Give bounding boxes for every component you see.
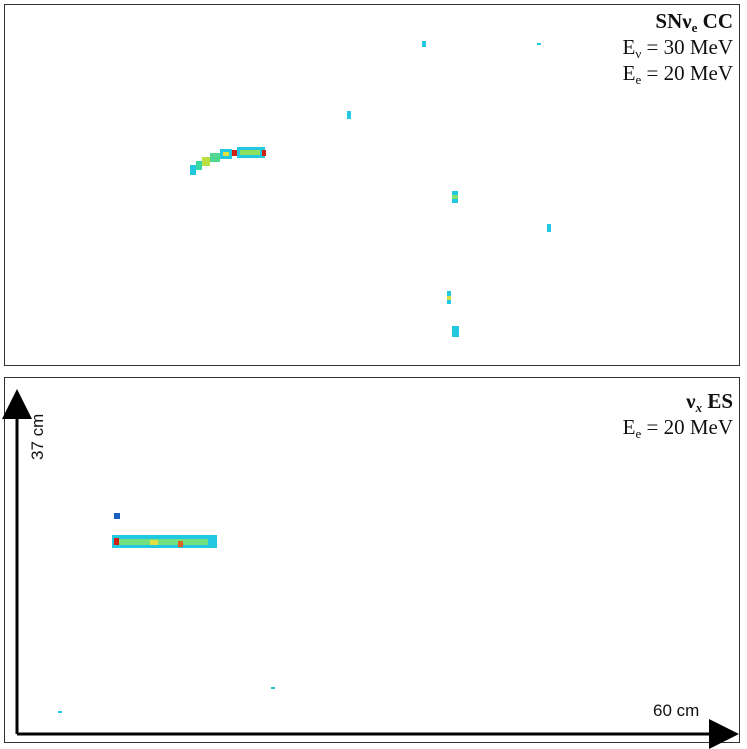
label-text: E bbox=[622, 61, 636, 85]
label-sub: e bbox=[635, 72, 642, 87]
label-sub: ν bbox=[635, 46, 642, 61]
label-text: = 20 MeV bbox=[641, 415, 733, 439]
label-text: = 20 MeV bbox=[641, 61, 733, 85]
title-text: ν bbox=[686, 389, 696, 413]
label-line: Ee = 20 MeV bbox=[623, 60, 733, 86]
hits-1 bbox=[190, 41, 551, 337]
title-text: ES bbox=[702, 389, 733, 413]
label-text: E bbox=[622, 415, 636, 439]
panel-1 bbox=[4, 4, 740, 366]
title-text: CC bbox=[697, 9, 733, 33]
title: νx ES bbox=[623, 388, 733, 414]
label-text: E bbox=[622, 35, 636, 59]
y-axis-label: 37 cm bbox=[28, 413, 47, 460]
panel-2-labels: νx ES Ee = 20 MeV bbox=[623, 388, 733, 440]
title: SNνe CC bbox=[623, 8, 733, 34]
label-text: = 30 MeV bbox=[641, 35, 733, 59]
label-line: Ee = 20 MeV bbox=[623, 414, 733, 440]
title-text: SNν bbox=[655, 9, 692, 33]
title-sub: e bbox=[691, 20, 698, 35]
label-sub: e bbox=[635, 426, 642, 441]
x-axis-label: 60 cm bbox=[653, 701, 700, 720]
hits-2 bbox=[58, 513, 275, 713]
panel-2 bbox=[4, 377, 740, 743]
label-line: Eν = 30 MeV bbox=[623, 34, 733, 60]
panel-1-labels: SNνe CC Eν = 30 MeV Ee = 20 MeV bbox=[623, 8, 733, 86]
title-sub: x bbox=[695, 400, 703, 415]
